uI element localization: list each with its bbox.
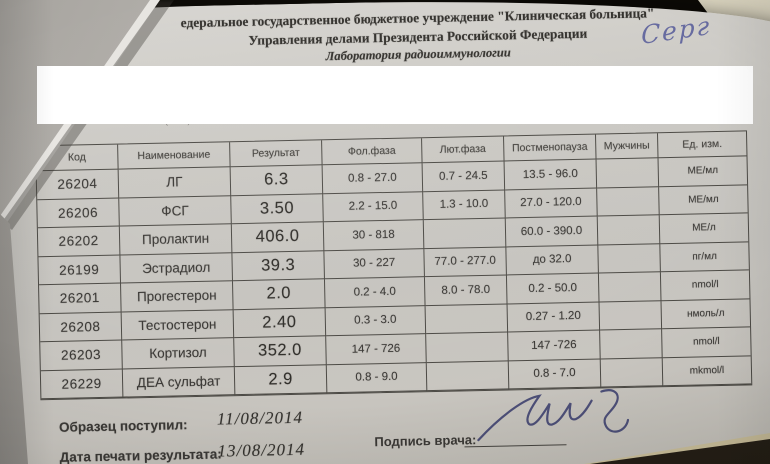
cell-men	[596, 158, 660, 189]
cell-code: 26208	[39, 312, 123, 343]
cell-post-range: до 32.0	[506, 245, 599, 276]
cell-fol-range: 0.8 - 9.0	[326, 362, 428, 394]
cell-men	[598, 243, 661, 274]
cell-post-range: 60.0 - 390.0	[505, 216, 599, 247]
cell-unit: nmol/l	[660, 270, 750, 301]
cell-men	[597, 186, 660, 217]
sample-received-label: Образец поступил:	[58, 417, 188, 435]
cell-fol-range: 0.2 - 4.0	[324, 277, 426, 308]
cell-name: Кортизол	[122, 338, 235, 370]
cell-post-range: 0.2 - 50.0	[506, 273, 600, 304]
cell-code: 26206	[37, 198, 120, 229]
column-header: Лют.фаза	[422, 136, 505, 164]
doctor-signature	[477, 389, 630, 442]
cell-result: 6.3	[230, 165, 324, 196]
cell-unit: nmol/l	[662, 327, 751, 358]
cell-result: 406.0	[231, 222, 325, 253]
column-header: Мужчины	[596, 133, 659, 160]
column-header: Наименование	[118, 142, 231, 170]
cell-post-range: 0.27 - 1.20	[507, 302, 601, 333]
cell-men	[598, 272, 662, 303]
cell-men	[600, 329, 663, 360]
cell-fol-range: 0.3 - 3.0	[325, 305, 427, 337]
signature-stroke	[600, 389, 630, 433]
column-header: Ед. изм.	[657, 131, 747, 159]
cell-code: 26229	[40, 369, 124, 400]
cell-men	[597, 215, 661, 246]
cell-unit: МЕ/мл	[659, 184, 748, 216]
cell-unit: mkmol/l	[662, 355, 752, 387]
cell-name: Пролактин	[119, 224, 233, 256]
column-header: Постменопауза	[504, 134, 597, 162]
cell-post-range: 13.5 - 96.0	[504, 159, 598, 190]
doctor-signature-label: Подпись врача:	[374, 432, 477, 450]
cell-lut-range: 8.0 - 78.0	[424, 275, 508, 306]
cell-fol-range: 30 - 227	[324, 248, 425, 280]
cell-lut-range: 1.3 - 10.0	[423, 189, 506, 221]
cell-unit: пг/мл	[660, 241, 749, 273]
cell-lut-range	[426, 360, 510, 392]
results-table: Код Наименование Результат Фол.фаза Лют.фаза…	[35, 130, 753, 401]
cell-name: Тестостерон	[121, 309, 235, 341]
cell-name: ЛГ	[118, 167, 232, 199]
cell-unit: МЕ/л	[659, 213, 749, 244]
cell-result: 3.50	[231, 193, 324, 225]
cell-code: 26202	[37, 226, 121, 257]
sample-received-date: 11/08/2014	[216, 407, 304, 429]
cell-unit: МЕ/мл	[658, 156, 748, 187]
cell-code: 26201	[39, 283, 122, 314]
column-header: Фол.фаза	[322, 138, 423, 166]
cell-lut-range	[426, 332, 509, 363]
cell-lut-range: 77.0 - 277.0	[424, 246, 507, 278]
cell-lut-range	[423, 218, 507, 249]
cell-code: 26203	[40, 340, 123, 371]
cell-result: 2.40	[233, 307, 327, 339]
print-date-value: 13/08/2014	[217, 439, 306, 461]
signature-stroke	[477, 394, 593, 442]
cell-fol-range: 147 - 726	[326, 334, 427, 365]
cell-fol-range: 2.2 - 15.0	[323, 191, 424, 223]
cell-code: 26199	[38, 255, 122, 286]
cell-name: ДЕА сульфат	[122, 366, 236, 398]
cell-lut-range	[425, 303, 509, 335]
cell-post-range: 147 -726	[508, 330, 601, 361]
cell-result: 352.0	[234, 336, 327, 367]
cell-lut-range: 0.7 - 24.5	[422, 161, 506, 192]
cell-men	[599, 300, 663, 331]
redaction-overlay	[37, 66, 753, 124]
cell-result: 2.9	[234, 364, 328, 396]
cell-result: 39.3	[232, 250, 325, 282]
cell-result: 2.0	[232, 279, 326, 310]
column-header: Результат	[230, 140, 323, 168]
cell-unit: нмоль/л	[661, 298, 751, 330]
cell-name: ФСГ	[119, 195, 232, 227]
cell-name: Эстрадиол	[120, 252, 233, 284]
cell-name: Прогестерон	[121, 281, 234, 313]
cell-fol-range: 0.8 - 27.0	[322, 163, 424, 194]
cell-post-range: 27.0 - 120.0	[505, 188, 598, 219]
cell-fol-range: 30 - 818	[323, 220, 425, 251]
print-date-label: Дата печати результата:	[59, 446, 222, 464]
cell-men	[600, 357, 664, 388]
